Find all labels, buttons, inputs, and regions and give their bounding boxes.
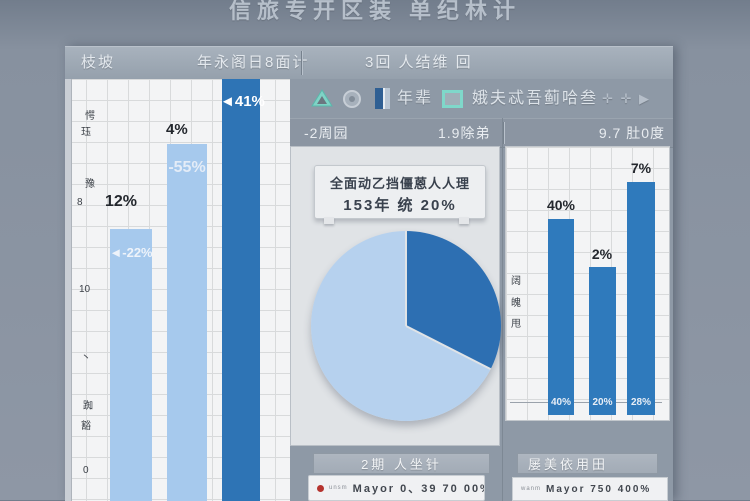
bottom-right-info-box: wanm Mayor 750 400% <box>512 477 668 501</box>
left-bar-3-inner-label: ◄41% <box>220 93 265 110</box>
column-separator <box>502 118 503 501</box>
left-ytick: 踟 <box>83 401 93 412</box>
header-divider <box>301 51 302 75</box>
app-window: 枝坡 年永阁日8面计 3回 人结维 回 愕 珏 豫 8 10 丶 踟 豁 0 <box>65 46 673 501</box>
tooltip-tab <box>459 217 469 224</box>
bottom-mid-header: 2期 人坐针 <box>313 453 490 474</box>
left-bar-1 <box>110 229 152 501</box>
right-bar-2-label: 2% <box>591 246 613 262</box>
header-left-label: 枝坡 <box>81 54 116 71</box>
left-bar-2-inner-label: -55% <box>168 159 206 176</box>
left-ytick: 0 <box>83 465 89 476</box>
pie-tooltip: 全面动乙挡僵蒽人人理 153年 统 20% <box>314 165 486 219</box>
subheader-bar: -2周园 1.9除弟 9.7 肚0度 <box>290 118 673 148</box>
left-ytick: 愕 <box>85 111 95 122</box>
page-title: 信旅专开区装 单纪林计 <box>228 0 522 23</box>
toolbar: 年辈 娥夫忒吾蓟哈叁 ✛ ✛ ▶ <box>290 79 673 118</box>
bottom-right-header: 屡美依用田 <box>517 453 658 474</box>
pie-tooltip-line1: 全面动乙挡僵蒽人人理 <box>329 176 470 191</box>
right-bar-3-label: 7% <box>630 160 652 176</box>
header-center-label: 年永阁日8面计 <box>197 54 310 71</box>
right-ytick: 甩 <box>511 319 521 330</box>
pie-panel: 全面动乙挡僵蒽人人理 153年 统 20% <box>290 146 501 446</box>
red-dot-icon <box>317 484 324 492</box>
right-bar-2-bottom-label: 20% <box>592 397 613 408</box>
right-bar-1 <box>548 219 574 415</box>
left-ytick: 豫 <box>85 179 95 190</box>
right-ytick: 阔 <box>511 276 521 287</box>
pie-chart <box>311 231 501 421</box>
bottom-right-info-text: Mayor 750 400% <box>546 483 652 495</box>
tooltip-tab <box>324 217 334 224</box>
window-content: 愕 珏 豫 8 10 丶 踟 豁 0 12% ◄-22% 4% -55% ◄41… <box>65 79 673 501</box>
bottom-mid-info-box: unsm Mayor 0、39 70 00% <box>308 475 485 501</box>
subheader-right-label: 9.7 肚0度 <box>598 125 665 141</box>
right-bar-1-bottom-label: 40% <box>550 397 571 408</box>
header-right-label: 3回 人结维 回 <box>365 54 473 71</box>
left-scroll-strip[interactable] <box>65 79 72 501</box>
right-bar-2 <box>589 267 616 415</box>
left-bar-1-label: 12% <box>105 193 138 210</box>
right-region: 年辈 娥夫忒吾蓟哈叁 ✛ ✛ ▶ -2周园 1.9除弟 9.7 肚0度 全面动 <box>290 79 673 501</box>
toolbar-nav-arrows[interactable]: ✛ ✛ ▶ <box>602 91 652 106</box>
left-bar-2-label: 4% <box>166 121 188 138</box>
up-triangle-icon[interactable] <box>310 88 334 108</box>
bottom-mid-brand: unsm <box>329 485 348 491</box>
toolbar-menu-label[interactable]: 年辈 <box>397 90 434 107</box>
toolbar-tools-label[interactable]: 娥夫忒吾蓟哈叁 <box>472 90 599 107</box>
subheader-left-label: -2周园 <box>304 125 349 141</box>
left-ytick: 丶 <box>81 353 91 364</box>
left-ytick: 豁 <box>81 421 91 432</box>
target-circle-icon[interactable] <box>342 89 362 109</box>
left-bar-3 <box>222 79 260 501</box>
checkbox-square-icon[interactable] <box>442 90 463 108</box>
pie-tooltip-line2: 153年 统 20% <box>343 197 457 214</box>
right-bar-3-bottom-label: 28% <box>630 397 651 408</box>
left-bar-1-inner-label: ◄-22% <box>109 245 153 260</box>
right-bar-1-label: 40% <box>546 197 576 213</box>
left-ytick: 珏 <box>81 127 91 138</box>
window-header-bar[interactable]: 枝坡 年永阁日8面计 3回 人结维 回 <box>65 47 673 80</box>
right-bar-chart: 阔 魄 甩 40% 2% 7% 40% 20% 28% <box>505 146 670 421</box>
bottom-mid-info-text: Mayor 0、39 70 00% <box>352 483 485 495</box>
left-bar-chart: 愕 珏 豫 8 10 丶 踟 豁 0 12% ◄-22% 4% -55% ◄41… <box>65 79 291 501</box>
left-ytick: 10 <box>79 284 91 295</box>
left-bar-2 <box>167 144 207 501</box>
book-icon[interactable] <box>373 87 393 110</box>
left-ytick: 8 <box>77 197 83 208</box>
right-ytick: 魄 <box>511 298 521 309</box>
pie-slice-gap <box>405 325 492 371</box>
subheader-divider <box>503 122 504 144</box>
right-chart-axis-line <box>510 402 662 403</box>
bottom-right-brand: wanm <box>521 486 542 492</box>
pie-slice-gap <box>405 231 407 326</box>
right-bar-3 <box>627 182 655 415</box>
subheader-center-label: 1.9除弟 <box>438 125 491 141</box>
